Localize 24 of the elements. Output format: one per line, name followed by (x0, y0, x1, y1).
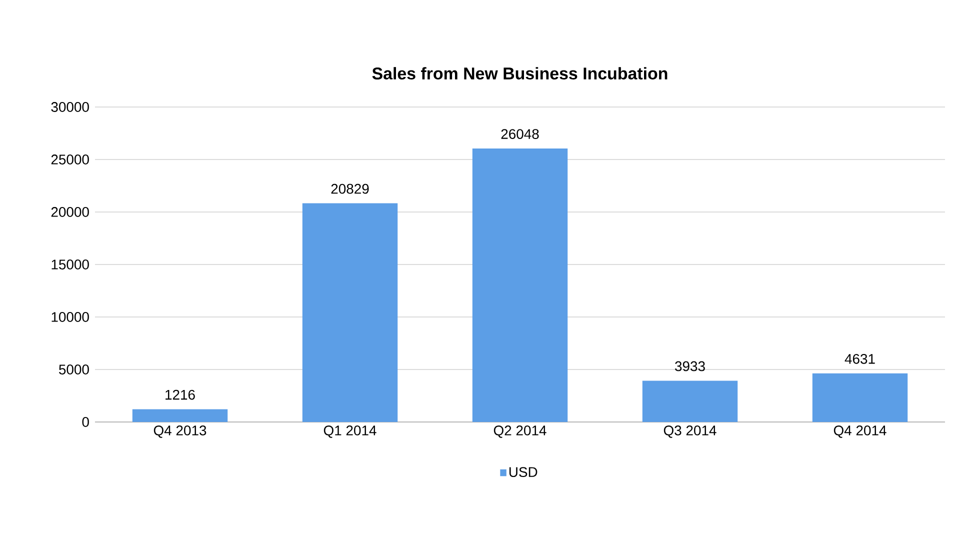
bar (812, 373, 908, 422)
y-tick-label: 0 (82, 417, 89, 427)
x-tick-label: Q4 2013 (154, 426, 206, 438)
x-tick-label: Q4 2014 (834, 426, 886, 438)
data-label: 3933 (675, 361, 705, 372)
bar (302, 203, 398, 422)
y-tick-label: 20000 (51, 207, 89, 217)
chart-title: Sales from New Business Incubation (372, 67, 668, 80)
x-tick-label: Q2 2014 (494, 426, 546, 438)
y-tick-label: 25000 (51, 154, 89, 164)
y-tick-label: 10000 (52, 312, 89, 322)
y-tick-label: 30000 (51, 102, 89, 112)
data-label: 4631 (844, 354, 875, 364)
x-tick-label: Q1 2014 (324, 426, 376, 438)
legend-label: USD (509, 467, 538, 478)
bar (642, 380, 738, 422)
x-tick-label: Q3 2014 (664, 426, 716, 438)
data-label: 20829 (331, 184, 369, 194)
y-tick-label: 15000 (52, 260, 89, 270)
y-tick-label: 5000 (59, 364, 89, 374)
bar (472, 148, 568, 422)
bar (132, 409, 228, 422)
data-label: 1216 (166, 390, 195, 400)
data-label: 26048 (501, 129, 539, 139)
